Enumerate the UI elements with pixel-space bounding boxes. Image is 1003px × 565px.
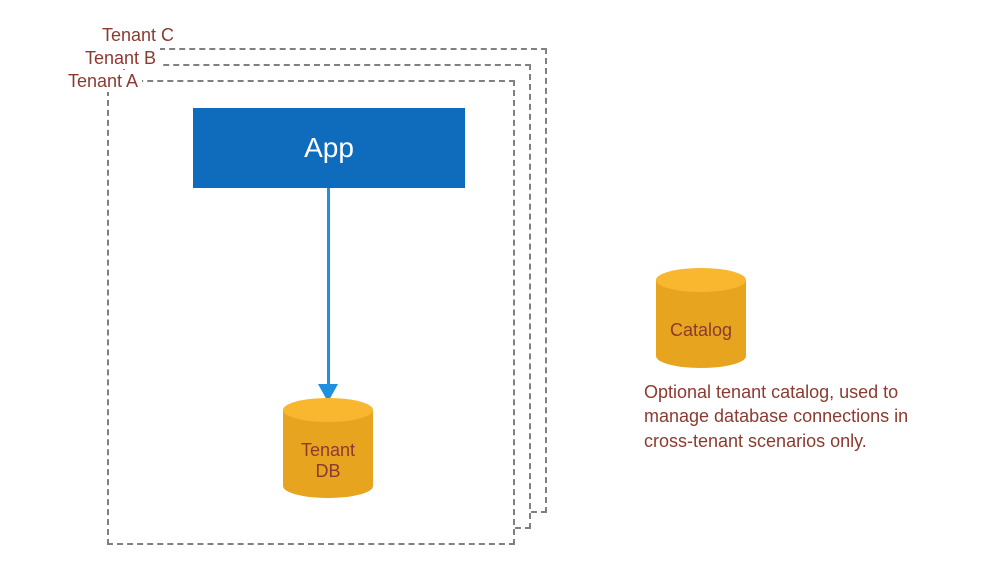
tenant-db-top-ellipse <box>283 398 373 422</box>
catalog-caption: Optional tenant catalog, used to manage … <box>644 380 934 453</box>
tenant-label-c: Tenant C <box>102 25 178 46</box>
catalog-db-top-ellipse <box>656 268 746 292</box>
catalog-db-label: Catalog <box>656 320 746 341</box>
tenant-db-icon: TenantDB <box>283 398 373 498</box>
tenant-label-b: Tenant B <box>85 48 160 69</box>
catalog-db-bottom-ellipse <box>656 344 746 368</box>
catalog-db-icon: Catalog <box>656 268 746 368</box>
arrow-line <box>327 188 330 384</box>
tenant-label-a: Tenant A <box>68 71 142 92</box>
app-label: App <box>304 132 354 164</box>
tenant-db-label: TenantDB <box>283 440 373 481</box>
app-box: App <box>193 108 465 188</box>
